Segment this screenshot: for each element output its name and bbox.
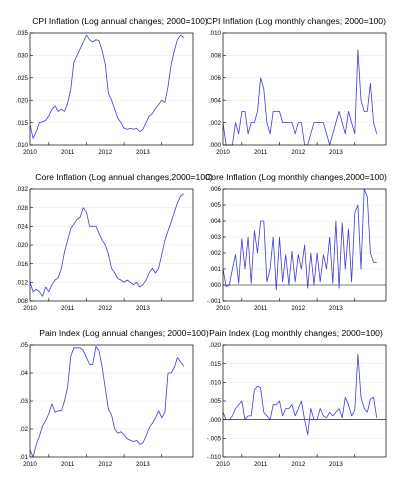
y-tick-label: .032 — [16, 186, 29, 193]
plot-frame — [29, 344, 194, 458]
chart-panel-5: Pain Index (Log annual changes; 2000=100… — [19, 328, 208, 468]
y-tick-label: .030 — [16, 53, 29, 60]
y-tick-label: .04 — [19, 370, 28, 377]
chart-panel-2: CPI Inflation (Log monthly changes; 2000… — [206, 16, 387, 156]
chart-panel-3: Core Inflation (Log annual changes,2000=… — [16, 172, 213, 312]
x-tick-label: 2011 — [61, 149, 75, 156]
y-tick-label: .000 — [209, 142, 222, 149]
x-tick-label: 2011 — [61, 305, 75, 312]
chart-panel-1: CPI Inflation (Log annual changes; 2000=… — [16, 16, 208, 156]
series-line — [222, 353, 378, 436]
chart-title: Pain Index (Log annual changes; 2000=100… — [39, 328, 209, 338]
x-tick-label: 2011 — [254, 149, 268, 156]
y-tick-label: .005 — [209, 202, 222, 209]
plot-frame — [222, 32, 387, 146]
series-line — [29, 34, 184, 139]
x-tick-label: 2013 — [136, 149, 150, 156]
y-tick-label: .004 — [209, 97, 222, 104]
y-tick-label: .015 — [209, 361, 222, 368]
x-tick-label: 2012 — [291, 461, 305, 468]
chart-title: CPI Inflation (Log monthly changes; 2000… — [206, 16, 386, 26]
y-tick-label: .01 — [19, 454, 28, 461]
plot-frame — [29, 32, 194, 146]
y-tick-label: -.001 — [207, 298, 222, 305]
y-tick-label: .006 — [209, 186, 222, 193]
x-tick-label: 2012 — [98, 305, 112, 312]
x-tick-label: 2012 — [98, 461, 112, 468]
x-tick-label: 2013 — [329, 149, 343, 156]
x-tick-label: 2010 — [23, 149, 37, 156]
x-tick-label: 2012 — [291, 305, 305, 312]
y-tick-label: .020 — [16, 242, 29, 249]
y-tick-label: .000 — [209, 417, 222, 424]
y-tick-label: -.010 — [207, 454, 222, 461]
chart-title: Core Inflation (Log annual changes,2000=… — [35, 172, 213, 182]
x-tick-label: 2013 — [136, 461, 150, 468]
y-tick-label: .010 — [16, 142, 29, 149]
chart-panel-6: Pain Index (Log monthly changes; 2000=10… — [207, 328, 387, 468]
y-tick-label: .008 — [16, 298, 29, 305]
y-tick-label: .006 — [209, 75, 222, 82]
x-tick-label: 2013 — [329, 461, 343, 468]
x-tick-label: 2010 — [23, 461, 37, 468]
plot-frame — [29, 188, 194, 302]
y-tick-label: .000 — [209, 282, 222, 289]
plot-frame — [222, 344, 387, 458]
y-tick-label: .008 — [209, 53, 222, 60]
y-tick-label: .012 — [16, 280, 29, 287]
series-line — [222, 49, 378, 146]
y-tick-label: .016 — [16, 261, 29, 268]
y-tick-label: .035 — [16, 30, 29, 37]
y-tick-label: .024 — [16, 224, 29, 231]
chart-title: CPI Inflation (Log annual changes; 2000=… — [32, 16, 208, 26]
x-tick-label: 2013 — [136, 305, 150, 312]
y-tick-label: .002 — [209, 250, 222, 257]
y-tick-label: .003 — [209, 234, 222, 241]
x-tick-label: 2012 — [291, 149, 305, 156]
y-tick-label: .001 — [209, 266, 222, 273]
y-tick-label: .004 — [209, 218, 222, 225]
x-tick-label: 2010 — [216, 305, 230, 312]
y-tick-label: .03 — [19, 398, 28, 405]
plot-frame — [222, 188, 387, 302]
series-line — [29, 193, 184, 297]
y-tick-label: .015 — [16, 120, 29, 127]
y-tick-label: .010 — [209, 30, 222, 37]
y-tick-label: .020 — [209, 342, 222, 349]
x-tick-label: 2013 — [329, 305, 343, 312]
chart-panel-4: Core Inflation (Log monthly changes,2000… — [205, 172, 387, 312]
x-tick-label: 2012 — [98, 149, 112, 156]
y-tick-label: .002 — [209, 120, 222, 127]
series-line — [29, 345, 185, 458]
x-tick-label: 2011 — [254, 461, 268, 468]
y-tick-label: .010 — [209, 380, 222, 387]
x-tick-label: 2010 — [216, 461, 230, 468]
y-tick-label: .005 — [209, 398, 222, 405]
series-line — [222, 188, 377, 291]
chart-title: Core Inflation (Log monthly changes,2000… — [205, 172, 387, 182]
y-tick-label: .02 — [19, 426, 28, 433]
y-tick-label: .05 — [19, 342, 28, 349]
y-tick-label: .028 — [16, 205, 29, 212]
x-tick-label: 2011 — [254, 305, 268, 312]
y-tick-label: -.005 — [207, 436, 222, 443]
chart-title: Pain Index (Log monthly changes; 2000=10… — [209, 328, 383, 338]
x-tick-label: 2010 — [216, 149, 230, 156]
x-tick-label: 2011 — [61, 461, 75, 468]
y-tick-label: .020 — [16, 97, 29, 104]
x-tick-label: 2010 — [23, 305, 37, 312]
y-tick-label: .025 — [16, 75, 29, 82]
